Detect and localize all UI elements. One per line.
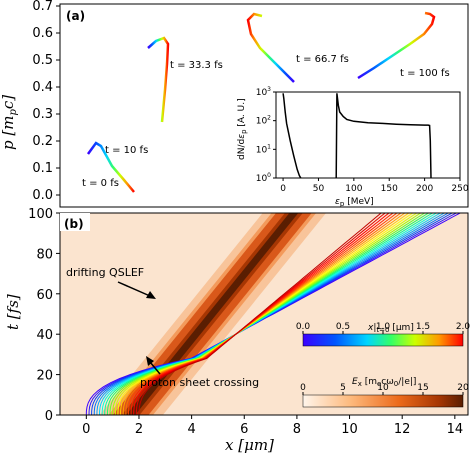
panel-a-ytick-label: 0.5 xyxy=(32,53,53,68)
panel-a-y-label: p [mpc] xyxy=(0,95,19,150)
snapshot-label-t0: t = 0 fs xyxy=(82,178,119,189)
panel-b-xtick-label: 10 xyxy=(341,422,358,437)
inset-xtick-label: 250 xyxy=(451,184,468,194)
colorbar-tick-label: 10 xyxy=(377,383,389,393)
phase-space-curves xyxy=(82,11,436,195)
field-band-strip xyxy=(152,213,322,415)
panel-b-x-axis: 0 2 4 6 8 10 12 14 xyxy=(82,415,463,437)
colorbar-tick-label: 20 xyxy=(457,383,469,393)
snapshot-t66-curve xyxy=(246,12,295,83)
colorbar-tick-label: 1.0 xyxy=(376,322,391,332)
panel-a-ytick-label: 0.2 xyxy=(32,134,53,149)
panel-a-ytick-label: 0.0 xyxy=(32,188,53,203)
colorbar-x0-gradient xyxy=(302,333,464,347)
panel-a-label: (a) xyxy=(66,9,85,23)
trajectory-line xyxy=(138,213,382,415)
snapshot-t33-curve xyxy=(147,36,170,123)
annotation-qslef-arrowhead xyxy=(146,291,156,299)
colorbar-tick-label: 0.5 xyxy=(336,322,350,332)
panel-a-ytick-label: 0.1 xyxy=(32,161,53,176)
panel-b-ytick-label: 40 xyxy=(36,328,53,343)
panel-b-xtick-label: 4 xyxy=(187,422,195,437)
panel-b-ytick-label: 20 xyxy=(36,369,53,384)
panel-b-label-bg xyxy=(60,213,90,231)
field-band-strip xyxy=(112,213,282,415)
inset-xtick-label: 50 xyxy=(313,184,325,194)
panel-b-ytick-label: 100 xyxy=(28,207,53,222)
field-band-strip xyxy=(108,213,278,415)
colorbar-tick-label: 1.5 xyxy=(416,322,430,332)
snapshot-t10-curve xyxy=(86,141,135,193)
snapshot-t100-curve xyxy=(357,11,436,80)
field-band-strip xyxy=(99,213,269,415)
colorbar-x0-label: x|t=0 [μm] xyxy=(367,323,414,334)
proton-trajectories xyxy=(85,213,461,415)
panel-a-ytick-label: 0.7 xyxy=(32,0,53,14)
panel-b-ytick-label: 60 xyxy=(36,288,53,303)
colorbar-ex-label: Ex [mecω0/|e|] xyxy=(352,377,416,388)
colorbar-ex-gradient xyxy=(302,394,464,408)
panel-b-xtick-label: 8 xyxy=(293,422,301,437)
panel-b-frame xyxy=(59,212,469,416)
field-band-strip xyxy=(157,213,327,415)
panel-b-xtick-label: 2 xyxy=(135,422,143,437)
snapshot-label-t33: t = 33.3 fs xyxy=(170,60,223,71)
inset-xtick-label: 100 xyxy=(345,184,362,194)
annotation-qslef-arrow xyxy=(117,281,151,297)
snapshot-label-t100: t = 100 fs xyxy=(400,68,450,79)
inset-frame xyxy=(275,91,461,179)
annotation-crossing-arrowhead xyxy=(146,356,154,366)
inset-xtick-label: 150 xyxy=(381,184,398,194)
colorbar-ex: Ex [mecω0/|e|] 0 5 10 15 20 xyxy=(300,377,469,408)
panel-b-ytick-label: 80 xyxy=(36,247,53,262)
annotation-crossing: proton sheet crossing xyxy=(140,376,259,389)
inset-y-label: dN/dεp [A. U.] xyxy=(237,98,248,160)
inset-spectrum xyxy=(282,93,432,179)
panel-b-xtick-label: 6 xyxy=(240,422,248,437)
colorbar-tick-label: 0 xyxy=(300,383,306,393)
panel-b-x-label: x [μm] xyxy=(225,436,274,454)
panel-b-y-label: t [fs] xyxy=(4,294,22,330)
inset-xtick-label: 0 xyxy=(280,184,286,194)
colorbar-tick-label: 2.0 xyxy=(456,322,471,332)
panel-b-ytick-label: 0 xyxy=(45,409,53,424)
panel-b-xtick-label: 0 xyxy=(82,422,90,437)
inset-series-line xyxy=(282,93,302,179)
colorbar-tick-label: 5 xyxy=(340,383,346,393)
panel-a-ytick-label: 0.3 xyxy=(32,107,53,122)
colorbar-tick-label: 0.0 xyxy=(296,322,311,332)
panel-b-label: (b) xyxy=(64,217,84,231)
panel-a-y-axis: 0.0 0.1 0.2 0.3 0.4 0.5 0.6 0.7 xyxy=(32,0,60,203)
field-band-strip xyxy=(103,213,273,415)
inset-xtick-label: 200 xyxy=(416,184,433,194)
panel-a-ytick-label: 0.6 xyxy=(32,26,53,41)
panel-a-ytick-label: 0.4 xyxy=(32,80,53,95)
inset-x-label: εp [MeV] xyxy=(335,197,374,208)
snapshot-label-t10: t = 10 fs xyxy=(105,145,148,156)
colorbar-tick-label: 15 xyxy=(417,383,428,393)
annotation-qslef: drifting QSLEF xyxy=(66,266,144,279)
field-band-strip xyxy=(117,213,286,415)
panel-b-y-axis: 0 20 40 60 80 100 xyxy=(28,207,60,424)
panel-b-xtick-label: 14 xyxy=(447,422,464,437)
snapshot-label-t66: t = 66.7 fs xyxy=(296,54,349,65)
colorbar-x0: x|t=0 [μm] 0.0 0.5 1.0 1.5 2.0 xyxy=(296,322,471,347)
panel-b-xtick-label: 12 xyxy=(394,422,411,437)
inset-series-line xyxy=(335,93,432,179)
annotation-crossing-arrow xyxy=(149,361,161,375)
